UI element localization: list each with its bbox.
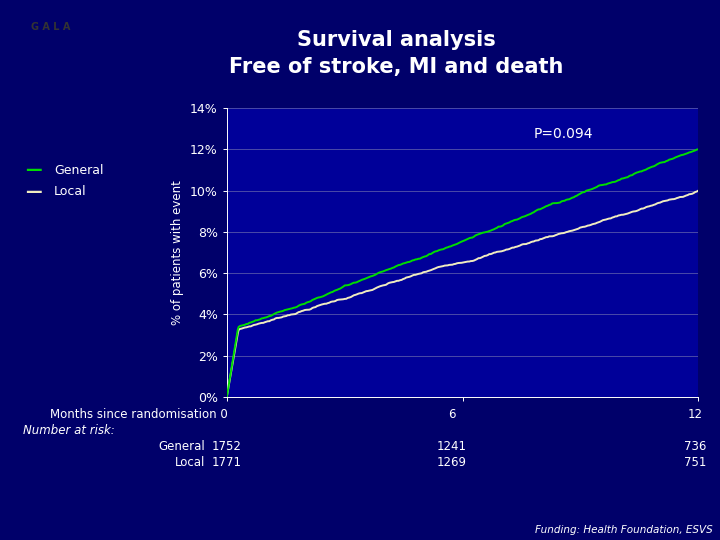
Text: Number at risk:: Number at risk: — [24, 424, 115, 437]
Text: Local: Local — [54, 185, 86, 198]
Text: 1752: 1752 — [212, 440, 242, 453]
Text: 1771: 1771 — [212, 456, 242, 469]
Text: —: — — [25, 183, 42, 201]
Text: G A L A: G A L A — [31, 22, 70, 32]
Text: Funding: Health Foundation, ESVS: Funding: Health Foundation, ESVS — [535, 524, 713, 535]
Text: Free of stroke, MI and death: Free of stroke, MI and death — [229, 57, 563, 77]
Text: 6: 6 — [449, 408, 456, 421]
Text: General: General — [158, 440, 205, 453]
Text: 736: 736 — [683, 440, 706, 453]
Text: Months since randomisation 0: Months since randomisation 0 — [50, 408, 228, 421]
Text: 12: 12 — [688, 408, 702, 421]
Text: 751: 751 — [683, 456, 706, 469]
Y-axis label: % of patients with event: % of patients with event — [171, 180, 184, 325]
Text: 1241: 1241 — [437, 440, 467, 453]
Text: P=0.094: P=0.094 — [534, 126, 593, 140]
Text: Survival analysis: Survival analysis — [297, 30, 495, 50]
Text: Local: Local — [175, 456, 205, 469]
Text: —: — — [25, 161, 42, 179]
Text: 1269: 1269 — [437, 456, 467, 469]
Text: General: General — [54, 164, 104, 177]
